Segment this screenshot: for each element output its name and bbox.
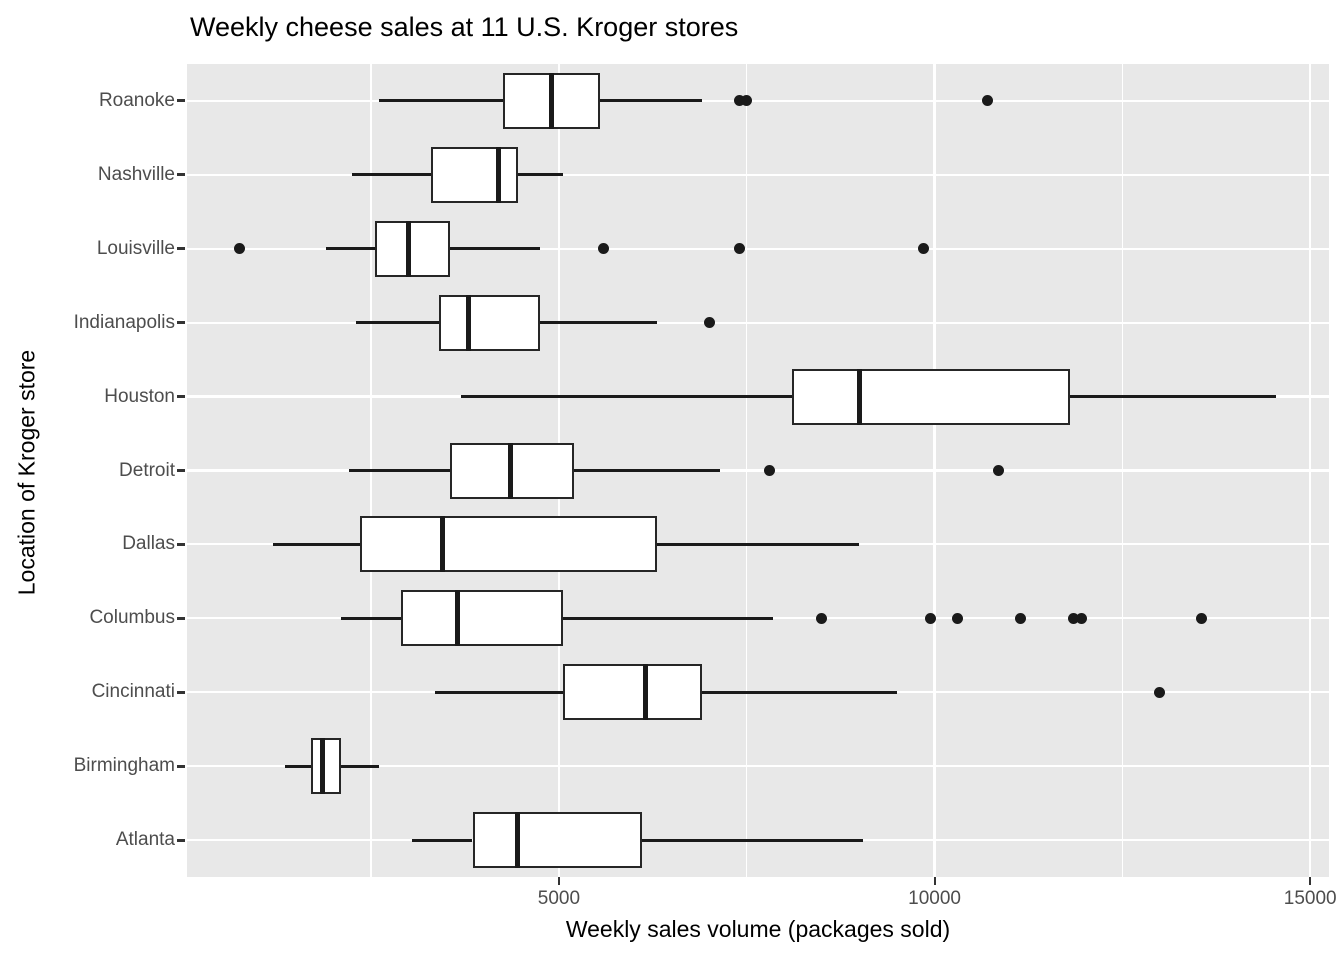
boxplot-median — [454, 590, 460, 647]
row-gridline — [187, 765, 1329, 768]
boxplot-whisker-high — [449, 247, 541, 251]
y-tick-mark — [177, 395, 185, 399]
boxplot-whisker-low — [273, 542, 360, 546]
boxplot-whisker-low — [434, 690, 563, 694]
y-tick-mark — [177, 690, 185, 694]
boxplot-box — [472, 812, 642, 869]
y-tick-label: Houston — [104, 385, 175, 407]
boxplot-whisker-low — [341, 616, 402, 620]
outlier-dot — [234, 243, 246, 255]
y-tick-mark — [177, 173, 185, 177]
outlier-dot — [816, 612, 828, 624]
boxplot-median — [548, 72, 554, 129]
x-tick-mark — [557, 877, 560, 885]
boxplot-box — [359, 516, 657, 573]
outlier-dot — [1068, 612, 1080, 624]
outlier-dot — [763, 465, 775, 476]
boxplot-whisker-low — [325, 247, 375, 251]
outlier-dot — [598, 243, 610, 255]
outlier-dot — [703, 317, 715, 329]
y-tick-mark — [177, 99, 185, 103]
y-tick-label: Dallas — [122, 533, 175, 555]
y-tick-label: Birmingham — [73, 755, 175, 777]
outlier-dot — [1195, 612, 1207, 624]
boxplot-box — [374, 220, 450, 277]
boxplot-whisker-low — [284, 764, 311, 768]
boxplot-whisker-high — [540, 321, 657, 325]
boxplot-box — [791, 368, 1070, 425]
boxplot-whisker-low — [461, 395, 792, 399]
row-gridline — [187, 247, 1329, 250]
y-tick-mark — [177, 838, 185, 842]
x-tick-label: 5000 — [537, 888, 581, 909]
outlier-dot — [917, 243, 929, 255]
outlier-dot — [1075, 612, 1087, 624]
row-gridline — [187, 321, 1329, 324]
y-tick-label: Louisville — [96, 237, 175, 259]
boxplot-box — [310, 738, 341, 795]
y-tick-mark — [177, 542, 185, 546]
y-tick-label: Cincinnati — [91, 681, 175, 703]
boxplot-median — [319, 738, 325, 795]
x-tick-mark — [1309, 877, 1312, 885]
row-gridline — [187, 469, 1329, 472]
y-tick-label: Roanoke — [98, 89, 175, 111]
boxplot-box — [431, 146, 518, 203]
outlier-dot — [1015, 612, 1027, 624]
boxplot-box — [562, 664, 702, 721]
x-tick-label: 10000 — [908, 888, 961, 909]
boxplot-whisker-high — [641, 838, 864, 842]
y-axis-title: Location of Kroger store — [13, 349, 40, 596]
y-tick-label: Atlanta — [115, 829, 175, 851]
boxplot-whisker-low — [356, 321, 439, 325]
boxplot-median — [406, 220, 412, 277]
y-tick-mark — [177, 321, 185, 325]
boxplot-median — [439, 516, 445, 573]
boxplot-whisker-high — [562, 616, 774, 620]
boxplot-whisker-low — [348, 469, 450, 472]
boxplot-median — [507, 442, 513, 499]
boxplot-whisker-low — [412, 838, 473, 842]
plot-panel — [187, 64, 1329, 877]
boxplot-whisker-high — [701, 690, 897, 694]
boxplot-whisker-high — [517, 173, 563, 177]
y-tick-mark — [177, 247, 185, 251]
boxplot-median — [466, 294, 472, 351]
outlier-dot — [951, 612, 963, 624]
chart-title: Weekly cheese sales at 11 U.S. Kroger st… — [190, 12, 739, 42]
boxplot-whisker-low — [378, 99, 503, 103]
boxplot-box — [438, 294, 541, 351]
boxplot-whisker-low — [352, 173, 432, 177]
x-tick-label: 15000 — [1283, 888, 1337, 909]
outlier-dot — [741, 95, 753, 107]
outlier-dot — [733, 95, 745, 107]
boxplot-whisker-high — [573, 469, 721, 472]
boxplot-whisker-high — [656, 542, 860, 546]
boxplot-whisker-high — [1069, 395, 1277, 399]
y-tick-label: Columbus — [89, 607, 175, 629]
x-tick-mark — [933, 877, 936, 885]
row-gridline — [187, 173, 1329, 176]
boxplot-whisker-high — [341, 764, 379, 768]
boxplot-median — [496, 146, 502, 203]
y-tick-mark — [177, 469, 185, 472]
boxplot-median — [856, 368, 862, 425]
boxplot-median — [515, 812, 521, 869]
y-tick-label: Detroit — [119, 459, 175, 481]
boxplot-box — [401, 590, 563, 647]
row-gridline — [187, 99, 1329, 103]
boxplot-whisker-high — [600, 99, 702, 103]
boxplot-median — [642, 664, 648, 721]
outlier-dot — [981, 95, 993, 107]
outlier-dot — [733, 243, 745, 255]
y-tick-mark — [177, 616, 185, 620]
y-tick-label: Nashville — [97, 163, 175, 185]
y-tick-mark — [177, 764, 185, 768]
y-tick-label: Indianapolis — [73, 311, 175, 333]
outlier-dot — [925, 612, 937, 624]
x-axis-title: Weekly sales volume (packages sold) — [565, 916, 951, 942]
outlier-dot — [992, 465, 1004, 476]
outlier-dot — [1154, 686, 1166, 698]
